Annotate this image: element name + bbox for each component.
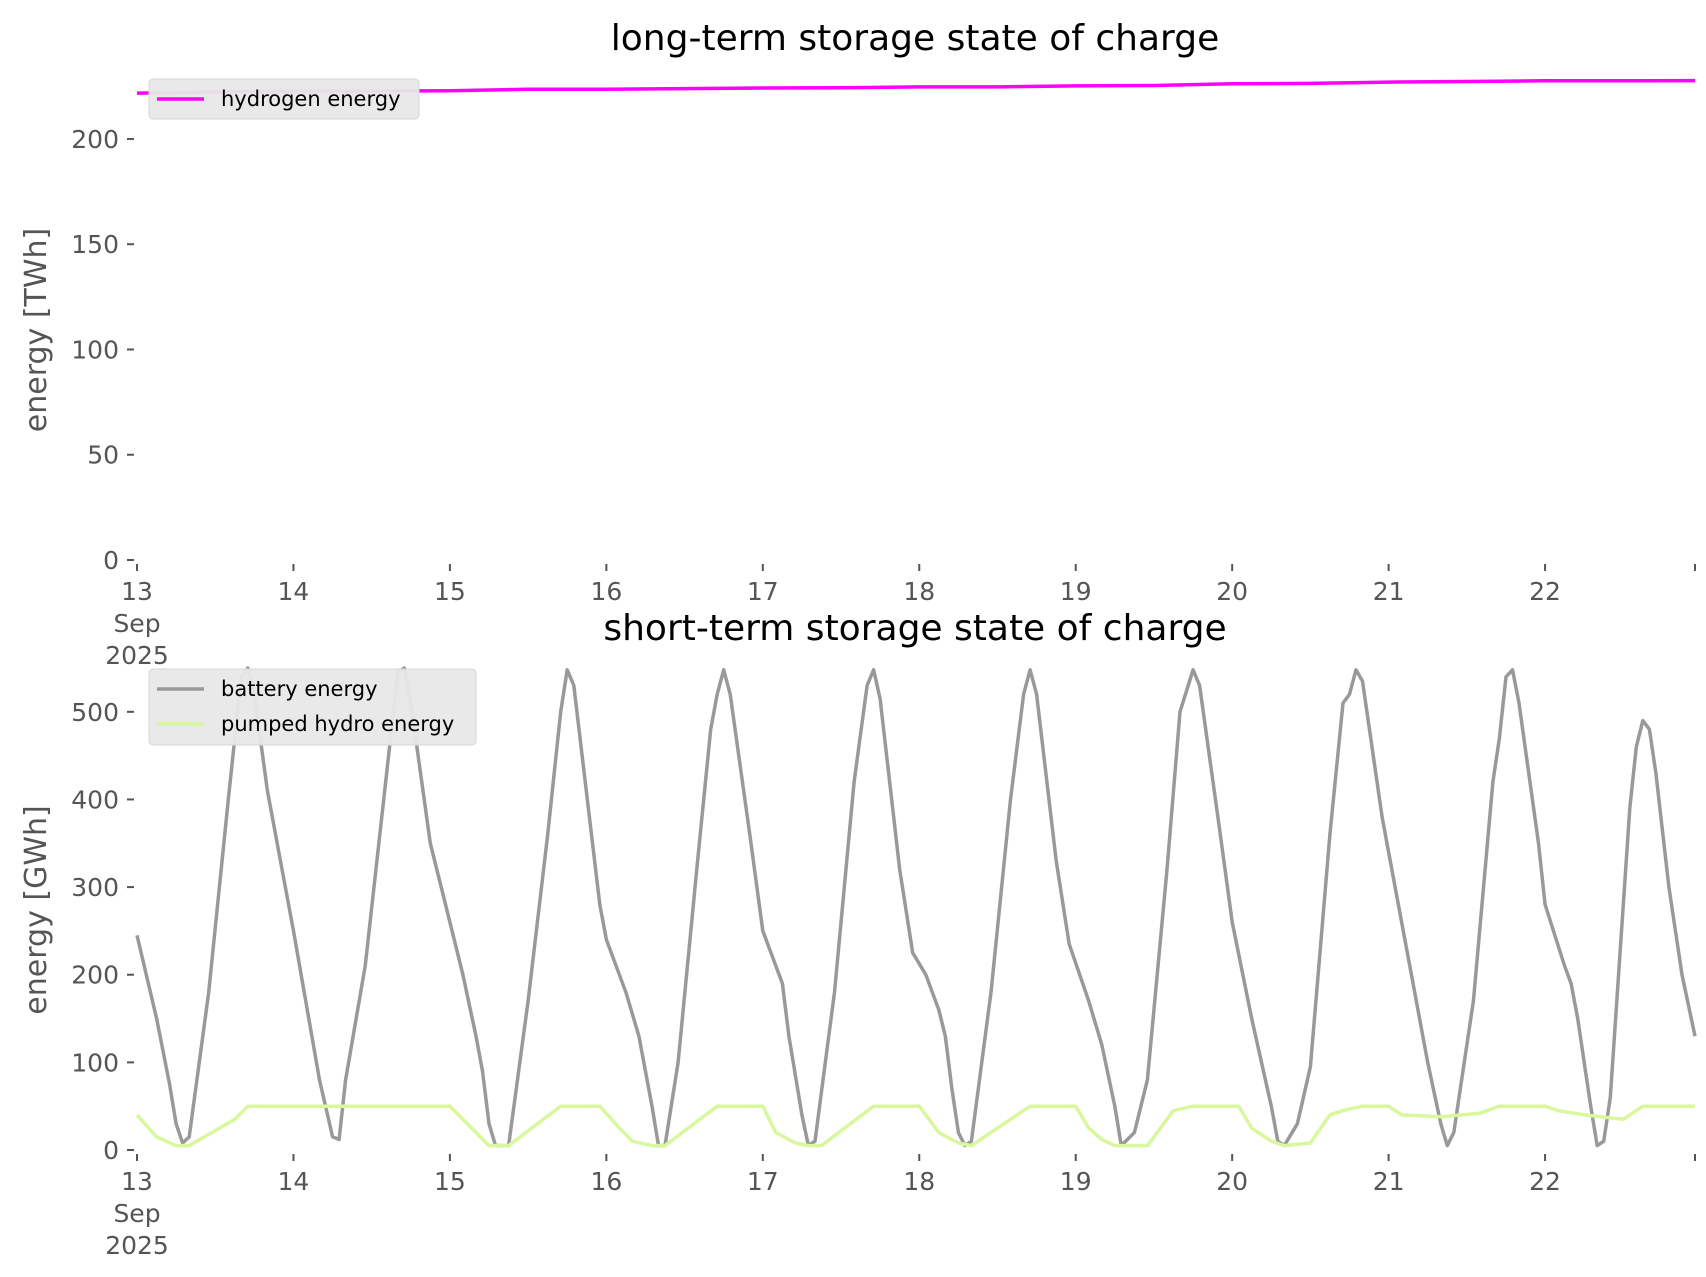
y-axis-label: energy [TWh] (19, 228, 54, 432)
panel-long-term: long-term storage state of charge energy… (19, 18, 1696, 670)
y-tick-label: 100 (71, 1048, 119, 1077)
x-tick-label: 2025 (105, 641, 169, 670)
x-tick-label: 13 (121, 1167, 153, 1196)
y-tick-label: 0 (103, 546, 119, 575)
y-tick-label: 100 (71, 335, 119, 364)
legend-label: hydrogen energy (221, 87, 401, 111)
y-tick-label: 200 (71, 961, 119, 990)
legend-label: battery energy (221, 677, 378, 701)
legend-box (148, 78, 420, 120)
x-tick-label: 19 (1060, 1167, 1092, 1196)
y-tick-label: 0 (103, 1136, 119, 1165)
legend-label: pumped hydro energy (221, 712, 454, 736)
x-tick-label: 21 (1373, 577, 1405, 606)
x-tick-label: 22 (1529, 1167, 1561, 1196)
x-tick-label: 16 (590, 577, 622, 606)
x-tick-label: 14 (278, 1167, 310, 1196)
series-line-0 (135, 666, 1697, 1148)
y-ticks: 0 100 200 300 400 500 (71, 698, 134, 1165)
chart-title: short-term storage state of charge (603, 608, 1226, 649)
x-tick-label: 16 (590, 1167, 622, 1196)
x-tick-label: 2025 (105, 1231, 169, 1260)
y-ticks: 0 50 100 150 200 (71, 125, 134, 575)
y-tick-label: 50 (87, 441, 119, 470)
x-tick-label: 21 (1373, 1167, 1405, 1196)
panel-short-term: short-term storage state of charge energ… (19, 608, 1697, 1260)
x-tick-label: 17 (747, 1167, 779, 1196)
y-axis-label: energy [GWh] (19, 805, 54, 1014)
y-tick-label: 200 (71, 125, 119, 154)
y-tick-label: 300 (71, 873, 119, 902)
x-tick-label: 19 (1060, 577, 1092, 606)
x-tick-label: 17 (747, 577, 779, 606)
series-layer (136, 78, 1696, 95)
x-tick-label: 13 (121, 577, 153, 606)
x-tick-label: 20 (1216, 577, 1248, 606)
x-tick-label: Sep (113, 1199, 160, 1228)
x-tick-label: 22 (1529, 577, 1561, 606)
x-tick-label: 15 (434, 577, 466, 606)
y-tick-label: 400 (71, 785, 119, 814)
legend-box (148, 668, 477, 746)
legend: hydrogen energy (148, 78, 420, 120)
series-line-0 (136, 78, 1696, 95)
x-ticks: 13 Sep 2025 14 15 16 17 18 19 20 21 22 (105, 564, 1696, 670)
y-tick-label: 500 (71, 698, 119, 727)
x-ticks: 13 Sep 2025 14 15 16 17 18 19 20 21 22 (105, 1154, 1696, 1260)
x-tick-label: 18 (903, 1167, 935, 1196)
series-layer (135, 666, 1697, 1148)
y-tick-label: 150 (71, 230, 119, 259)
legend: battery energy pumped hydro energy (148, 668, 477, 746)
x-tick-label: 20 (1216, 1167, 1248, 1196)
x-tick-label: 14 (278, 577, 310, 606)
x-tick-label: 15 (434, 1167, 466, 1196)
x-tick-label: Sep (113, 609, 160, 638)
chart-title: long-term storage state of charge (611, 18, 1219, 59)
x-tick-label: 18 (903, 577, 935, 606)
series-line-1 (135, 1104, 1695, 1148)
